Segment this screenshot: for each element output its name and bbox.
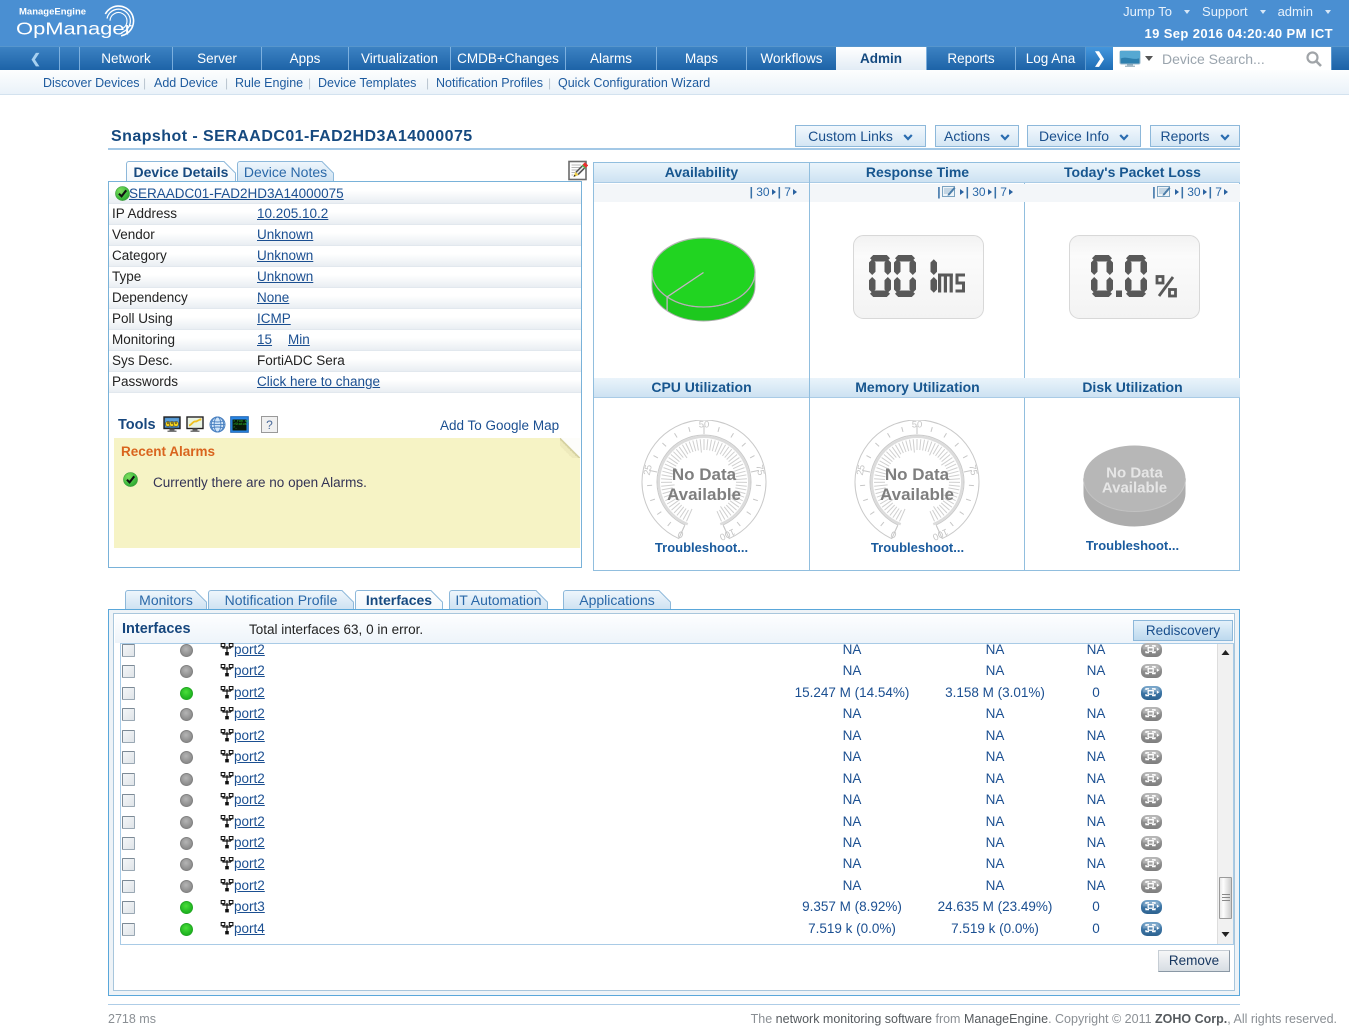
svg-text:50: 50 [699,420,710,431]
svg-text:>_run sys: >_run sys [233,419,249,423]
svg-text:*: * [167,422,169,428]
svg-text:No Data: No Data [672,465,737,484]
svg-text:?: ? [266,418,273,432]
svg-text:OpManager: OpManager [16,19,132,39]
svg-text:75: 75 [753,464,766,477]
svg-text:No Data: No Data [885,465,950,484]
svg-text:>_: >_ [233,425,237,429]
svg-text:25: 25 [642,464,655,477]
svg-text:No Data: No Data [1106,465,1163,482]
svg-text:*: * [171,422,173,428]
svg-text:50: 50 [912,420,923,431]
svg-text:25: 25 [855,464,868,477]
svg-text:Available: Available [667,485,741,504]
svg-text:ManageEngine: ManageEngine [19,7,86,18]
svg-text:*: * [175,422,177,428]
svg-text:75: 75 [966,464,979,477]
svg-text:>status ok: >status ok [233,422,249,426]
svg-text:Available: Available [880,485,954,504]
svg-text:0: 0 [889,528,898,540]
svg-text:Available: Available [1102,480,1167,497]
svg-text:0: 0 [676,528,685,540]
